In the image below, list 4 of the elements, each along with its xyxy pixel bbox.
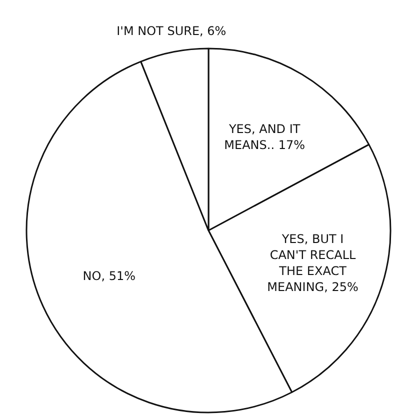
slice-label: I'M NOT SURE, 6%: [116, 24, 226, 38]
slice-label: NO, 51%: [82, 268, 136, 283]
slice-label: YES, BUT I CAN'T RECALL THE EXACT MEANING, 25%: [267, 232, 358, 294]
slice-label: YES, AND IT MEANS.. 17%: [224, 122, 306, 152]
